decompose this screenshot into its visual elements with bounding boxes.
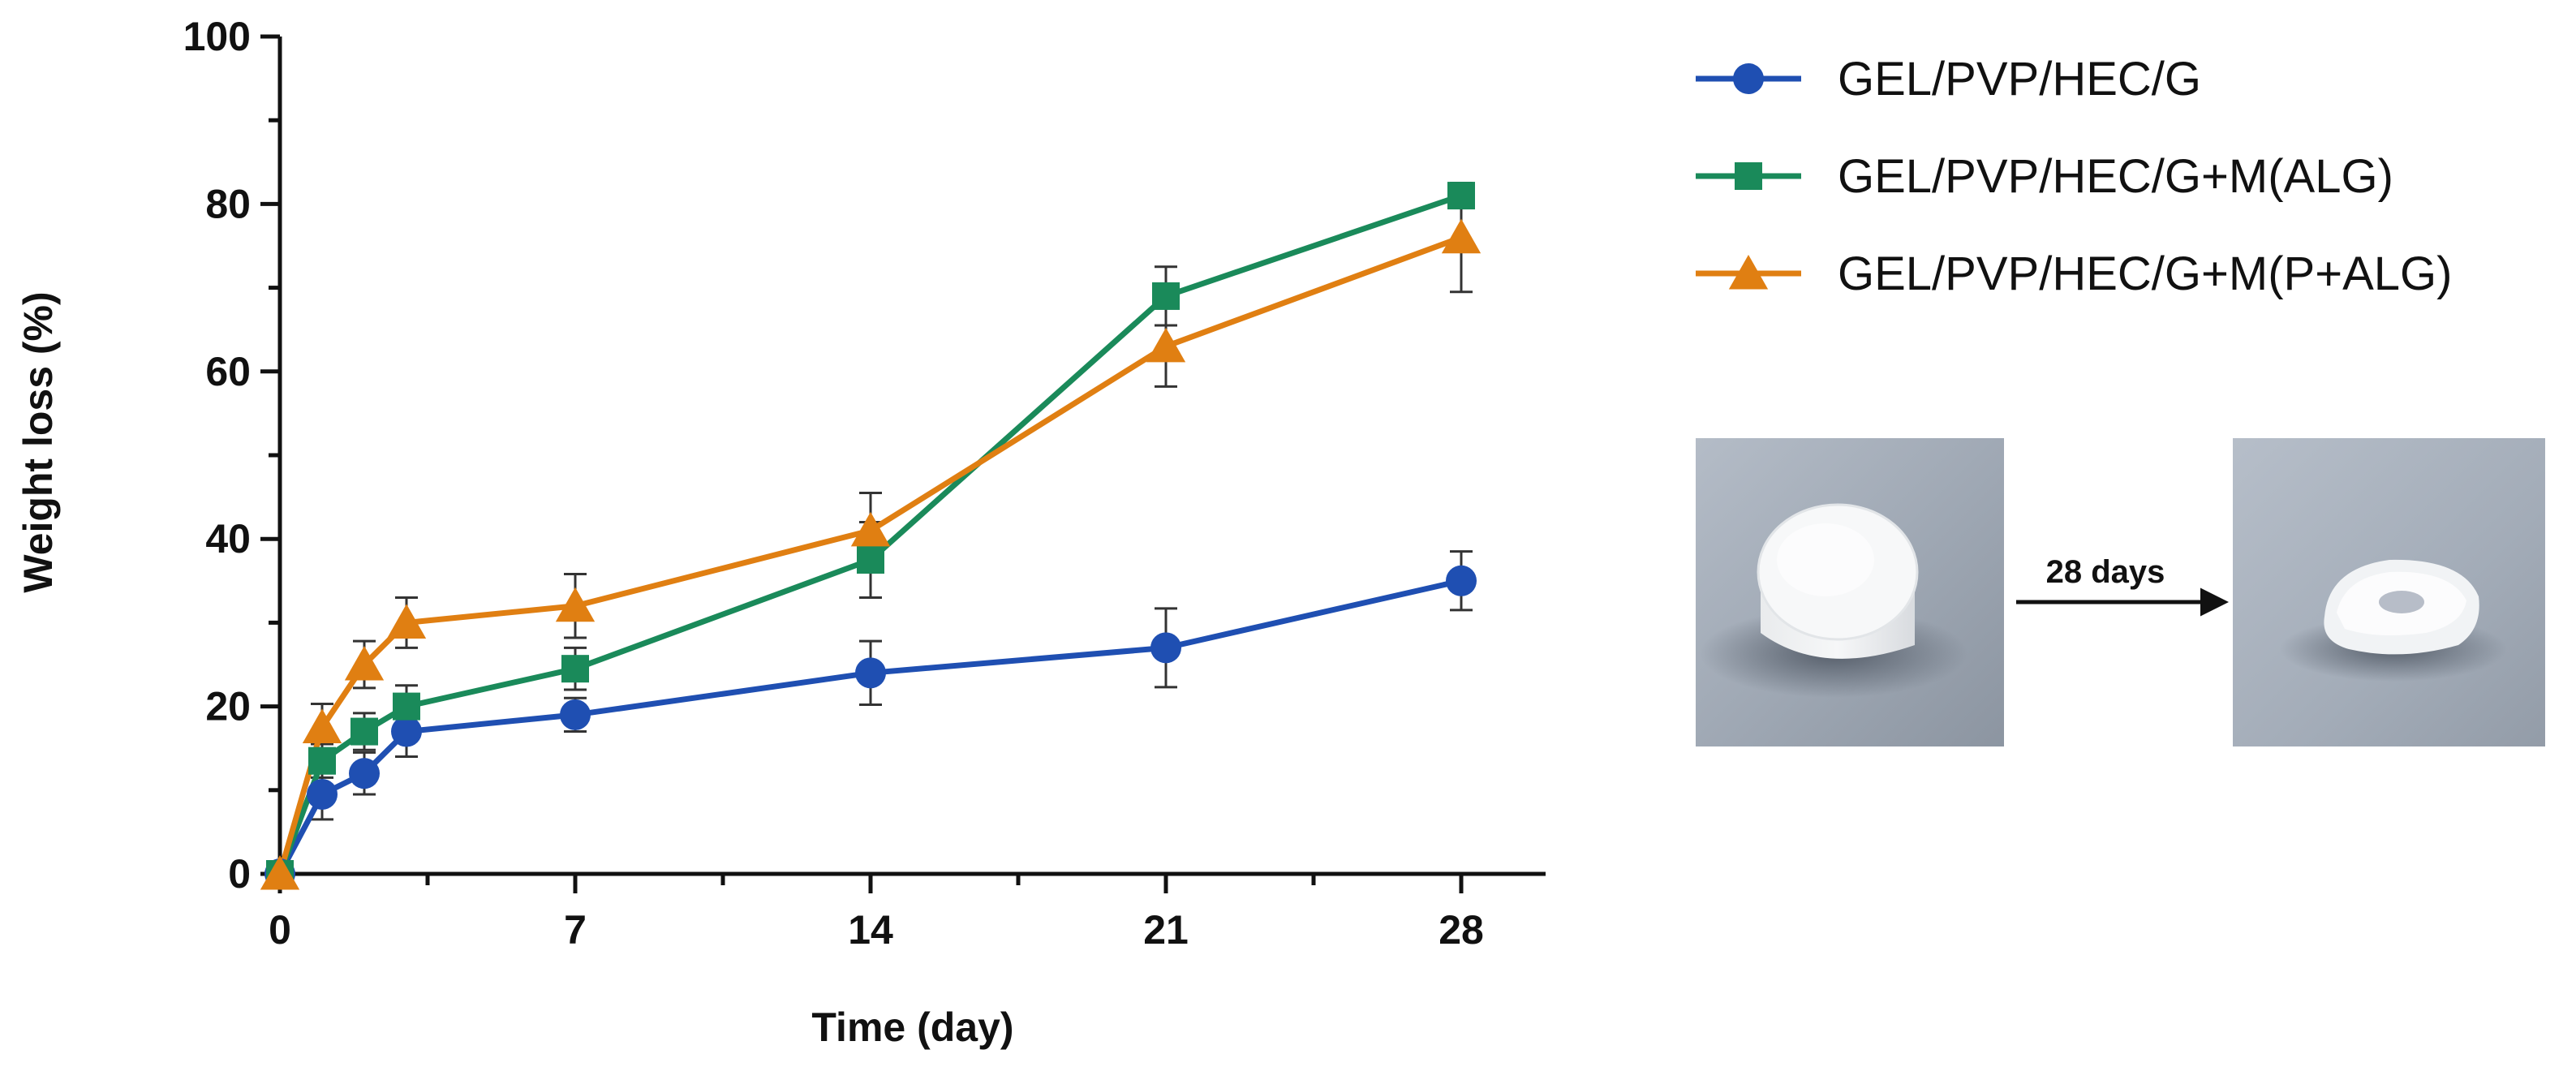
legend-label-3: GEL/PVP/HEC/G+M(P+ALG) bbox=[1838, 247, 2452, 300]
y-tick-label: 20 bbox=[205, 684, 251, 729]
series-markers bbox=[260, 182, 1482, 890]
x-tick-label: 21 bbox=[1143, 907, 1189, 953]
legend-marker-triangle bbox=[1728, 255, 1769, 290]
data-point-triangle bbox=[344, 646, 385, 681]
y-axis-title: Weight loss (%) bbox=[15, 291, 61, 592]
legend-label-1: GEL/PVP/HEC/G bbox=[1838, 53, 2201, 105]
data-point-triangle bbox=[302, 708, 342, 743]
data-point-square bbox=[393, 692, 420, 721]
x-tick-label: 7 bbox=[564, 907, 587, 953]
series-line-3 bbox=[277, 234, 1463, 875]
y-tick-label: 100 bbox=[183, 14, 251, 59]
legend-marker-circle bbox=[1733, 63, 1764, 94]
x-tick-label: 0 bbox=[269, 907, 291, 953]
x-tick-label: 14 bbox=[848, 907, 893, 953]
inset-photos: 28 days bbox=[1696, 438, 2545, 746]
data-point-circle bbox=[1446, 565, 1477, 596]
series-line-1 bbox=[277, 578, 1462, 876]
arrow-label: 28 days bbox=[2046, 554, 2165, 590]
photo-before bbox=[1696, 438, 2004, 746]
y-tick-label: 60 bbox=[205, 349, 251, 394]
x-axis-title: Time (day) bbox=[811, 1005, 1013, 1050]
photo-after bbox=[2233, 438, 2545, 746]
legend-marker-square bbox=[1735, 162, 1762, 190]
arrow-28-days: 28 days bbox=[2016, 554, 2229, 617]
axes: 0 20 40 60 80 100 0 7 14 21 28 bbox=[183, 14, 1546, 953]
data-point-square bbox=[1447, 182, 1475, 210]
data-point-circle bbox=[560, 699, 591, 730]
data-point-circle bbox=[307, 778, 338, 810]
data-point-circle bbox=[349, 758, 380, 789]
legend: GEL/PVP/HEC/G GEL/PVP/HEC/G+M(ALG) GEL/PVP… bbox=[1696, 53, 2452, 300]
data-point-circle bbox=[391, 716, 422, 747]
data-point-triangle bbox=[1146, 327, 1186, 363]
legend-label-2: GEL/PVP/HEC/G+M(ALG) bbox=[1838, 150, 2393, 203]
data-point-square bbox=[350, 717, 378, 746]
data-point-square bbox=[857, 546, 884, 574]
data-point-triangle bbox=[1441, 218, 1482, 254]
y-tick-label: 80 bbox=[205, 181, 251, 226]
data-point-square bbox=[308, 746, 336, 775]
x-tick-label: 28 bbox=[1439, 907, 1484, 953]
data-point-circle bbox=[1150, 632, 1181, 664]
data-point-triangle bbox=[555, 587, 596, 622]
y-tick-label: 40 bbox=[205, 516, 251, 561]
y-tick-label: 0 bbox=[228, 851, 251, 897]
data-point-triangle bbox=[260, 855, 300, 890]
data-point-square bbox=[1152, 282, 1180, 310]
data-point-triangle bbox=[850, 511, 891, 547]
data-point-circle bbox=[855, 657, 886, 689]
data-point-square bbox=[561, 655, 589, 683]
data-point-triangle bbox=[386, 604, 427, 639]
